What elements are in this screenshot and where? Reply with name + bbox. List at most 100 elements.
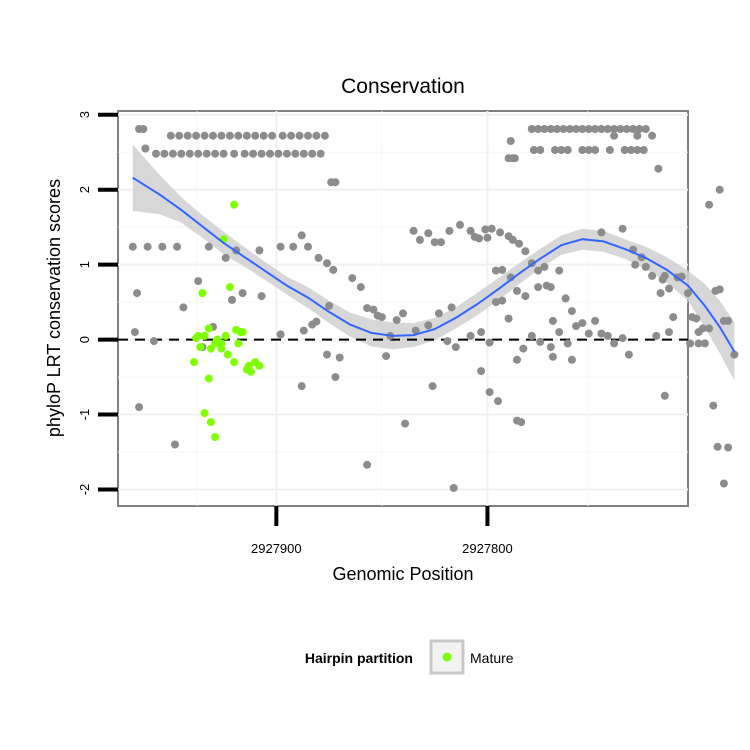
y-tick-label: -1 — [77, 409, 92, 421]
data-point — [424, 321, 433, 330]
data-point — [194, 149, 203, 158]
mature-point — [194, 331, 203, 340]
data-point — [572, 125, 581, 133]
data-point — [624, 350, 633, 359]
data-point — [584, 146, 593, 154]
data-point — [316, 149, 325, 158]
data-point — [382, 352, 391, 361]
data-point — [730, 350, 739, 359]
data-point — [242, 131, 251, 140]
mature-point — [200, 331, 209, 340]
mature-point — [230, 358, 239, 367]
data-point — [221, 253, 230, 262]
data-point — [584, 329, 593, 338]
data-point — [266, 149, 274, 158]
data-point — [555, 266, 564, 275]
data-point — [428, 382, 437, 391]
data-point — [485, 388, 494, 397]
data-point — [534, 125, 543, 133]
legend: Hairpin partition Mature — [305, 639, 514, 675]
data-point — [597, 228, 606, 237]
data-point — [204, 242, 213, 251]
data-point — [633, 131, 642, 140]
data-point — [171, 440, 179, 449]
data-point — [540, 125, 549, 133]
data-point — [724, 443, 733, 452]
x-axis: 2927900 2927800 — [251, 506, 513, 556]
data-point — [709, 401, 718, 410]
data-point — [534, 266, 543, 275]
data-point — [513, 355, 521, 364]
data-point — [496, 228, 505, 237]
mature-point — [217, 339, 226, 348]
data-point — [278, 131, 287, 140]
mature-point — [200, 409, 209, 418]
data-point — [329, 265, 338, 274]
data-point — [724, 316, 733, 325]
data-point — [411, 326, 420, 335]
data-point — [240, 149, 249, 158]
data-point — [399, 309, 407, 318]
data-point — [565, 125, 574, 133]
data-point — [515, 239, 524, 248]
data-point — [698, 324, 707, 333]
data-point — [470, 232, 479, 241]
data-point — [506, 137, 515, 145]
data-point — [430, 238, 439, 247]
data-point — [597, 329, 606, 338]
data-point — [312, 131, 321, 140]
data-point — [692, 314, 701, 323]
data-point — [449, 484, 458, 492]
data-point — [578, 146, 587, 154]
data-point — [498, 296, 507, 305]
data-point — [540, 262, 549, 271]
smooth-line — [132, 176, 736, 353]
data-point — [603, 125, 612, 133]
data-point — [320, 131, 329, 140]
data-point — [249, 149, 258, 158]
data-point — [555, 328, 564, 337]
y-tick-label: -2 — [77, 484, 92, 496]
y-axis-label: phyloP LRT conservation scores — [44, 179, 64, 437]
mature-point — [223, 350, 232, 359]
data-point — [578, 319, 587, 328]
data-point — [654, 164, 663, 173]
data-point — [230, 149, 239, 158]
mature-point — [204, 374, 213, 383]
data-point — [559, 125, 568, 133]
mature-point — [198, 289, 207, 298]
data-point — [238, 289, 247, 298]
data-point — [257, 149, 266, 158]
mature-point — [238, 328, 247, 337]
mature-point — [211, 433, 220, 441]
data-points — [128, 125, 739, 492]
data-point — [331, 373, 340, 382]
data-point — [610, 125, 619, 133]
x-tick-label: 2927900 — [251, 541, 302, 556]
data-point — [494, 397, 502, 406]
data-point — [510, 154, 519, 163]
data-point — [445, 226, 454, 235]
data-point — [578, 125, 587, 133]
data-point — [219, 149, 228, 158]
data-point — [477, 367, 486, 376]
data-point — [715, 185, 724, 194]
legend-label-mature: Mature — [470, 650, 514, 666]
data-point — [356, 283, 365, 292]
data-point — [177, 149, 186, 158]
data-point — [297, 231, 306, 240]
data-point — [323, 350, 331, 359]
data-point — [466, 226, 475, 235]
data-point — [715, 285, 724, 294]
data-point — [641, 262, 650, 271]
data-point — [641, 125, 650, 133]
data-point — [217, 131, 226, 140]
data-point — [567, 307, 576, 316]
data-point — [289, 242, 298, 251]
data-point — [563, 146, 572, 154]
data-point — [274, 149, 283, 158]
data-point — [660, 271, 669, 280]
data-point — [287, 131, 296, 140]
data-point — [622, 125, 631, 133]
data-point — [584, 125, 593, 133]
